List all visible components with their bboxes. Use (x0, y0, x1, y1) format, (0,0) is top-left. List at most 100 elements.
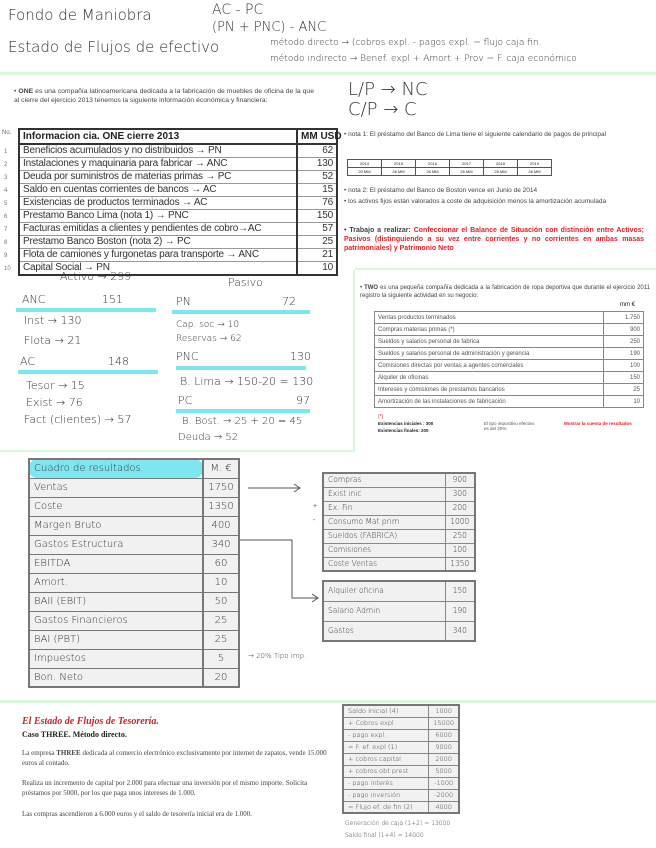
highlight (16, 308, 156, 312)
table-row: Coste Ventas 1350 (322, 556, 476, 572)
row-label: + cobros capital (342, 752, 430, 766)
no-label: No. (2, 130, 12, 136)
row-value: 1.750 (603, 311, 644, 324)
row-value: 340 (202, 534, 240, 555)
resultados-title: Cuadro de resultados (28, 458, 204, 479)
row-number: 8 (4, 240, 8, 246)
nota2: • nota 2: El préstamo del Banco de Bosto… (344, 187, 538, 194)
row-value: -2000 (428, 788, 460, 802)
row-value: 150 (444, 580, 476, 602)
resultados-table: Cuadro de resultados M. € Ventas 1750 Coste… (28, 458, 240, 688)
amount-cell: 26 MM (449, 167, 484, 176)
sign (313, 528, 317, 542)
bbost-line: B. Bost. → 25 + 20 = 45 (182, 416, 303, 427)
table-row: Ex. Fin 200 (322, 500, 476, 516)
amount-cell: 26 MM (517, 167, 552, 176)
table-row: + cobros obt prest 5000 (342, 764, 460, 778)
lima-schedule-table: 2014 2015 2016 2017 2018 2019 20 MM 26 MM 26 MM 2… (347, 159, 552, 176)
row-label: Consumo Mat prim (322, 514, 446, 530)
anc-label: ANC (22, 293, 46, 306)
coste-table: Compras 900 Exist inic 300 Ex. Fin 200 Consumo… (322, 472, 476, 572)
row-value: 2000 (428, 752, 460, 766)
table-row: Bon. Neto 20 (28, 667, 240, 688)
three-title: El Estado de Flujos de Tesorería. (22, 716, 159, 727)
table-row: Deuda por suministros de materias primas… (19, 170, 337, 184)
row-label: Prestamo Banco Lima (nota 1) → PNC (19, 209, 297, 223)
row-label: Instalaciones y maquinaria para fabricar… (19, 157, 297, 171)
table-row: Prestamo Banco Boston (nota 2) → PC 25 (19, 235, 337, 249)
row-value: 200 (444, 500, 476, 516)
year-cell: 2015 (381, 159, 416, 168)
row-label: Saldo en cuentas corrientes de bancos → … (19, 183, 297, 197)
table-row: Instalaciones y maquinaria para fabricar… (19, 157, 337, 171)
year-cell: 2019 (517, 159, 552, 168)
row-label: - pago expl. (342, 728, 430, 742)
row-number: 7 (4, 227, 8, 233)
pnc-value: 130 (290, 350, 311, 363)
table-row: - pago inversión -2000 (342, 788, 460, 802)
intro-text: es una pequeña compañía dedicada a la fa… (360, 285, 650, 299)
table-row: Gastos Financieros 25 (28, 610, 240, 631)
one-table: Informacion cia. ONE cierre 2013 MM USD B… (18, 128, 342, 276)
table-row: Amort. 10 (28, 572, 240, 593)
row-label: Compras materias primas (*) (374, 323, 604, 336)
anc-value: 151 (102, 293, 123, 306)
row-value: 10 (603, 395, 644, 408)
blima-line: B. Lima → 150-20 = 130 (180, 375, 314, 388)
table-row: Gastos 340 (322, 620, 476, 642)
row-label: Saldo Inicial (4) (342, 704, 430, 718)
table-row: Ventas productos terminados 1.750 (374, 311, 644, 324)
table-row: Comisiones directas por ventas a agentes… (374, 359, 644, 372)
row-value: 250 (444, 528, 476, 544)
table-row: Sueldos y salarios personal de fabrica 25… (374, 335, 644, 348)
row-value: 190 (444, 600, 476, 622)
table-row: Exist inic 300 (322, 486, 476, 502)
row-label: Facturas emitidas a clientes y pendiente… (19, 222, 297, 236)
sign (313, 486, 317, 500)
task-label: Trabajo a realizar (349, 227, 409, 234)
row-label: Comisiones (322, 542, 446, 558)
note-branch: método indirecto → Benef. expl + Amort +… (270, 54, 577, 64)
tesor-line: Tesor → 15 (26, 379, 85, 392)
table-row: Facturas emitidas a clientes y pendiente… (19, 222, 337, 236)
table-row: Comisiones 100 (322, 542, 476, 558)
row-value: 1000 (428, 704, 460, 718)
task: • Trabajo a realizar: Confeccionar el Ba… (344, 227, 644, 252)
unit-label: mm € (620, 302, 635, 308)
row-label: Ventas (28, 477, 204, 498)
unit-header: MM USD (296, 129, 342, 145)
three-p1: La empresa THREE dedicada al comercio el… (22, 748, 332, 768)
table-row: Sueldos y salarios personal de administr… (374, 347, 644, 360)
row-value: 25 (202, 610, 240, 631)
row-value: 1750 (202, 477, 240, 498)
note-branch: AC - PC (212, 2, 264, 18)
row-label: Deuda por suministros de materias primas… (19, 170, 297, 184)
row-label: Existencias de productos terminados → AC (19, 196, 297, 210)
row-label: Compras (322, 472, 446, 488)
tax-rate-note: 20% Tipo imp. (256, 652, 307, 660)
row-label: Beneficios acumulados y no distribuidos … (19, 144, 297, 158)
row-label: Ventas productos terminados (374, 311, 604, 324)
row-value: 130 (296, 157, 337, 171)
unit-header: M. € (202, 458, 240, 479)
row-value: 900 (603, 323, 644, 336)
arrows (240, 483, 319, 603)
row-label: Sueldos y salarios personal de administr… (374, 347, 604, 360)
tax-arrow-note: → 20% Tipo imp. (248, 652, 307, 660)
year-cell: 2016 (415, 159, 450, 168)
three-subtitle: Caso THREE. Método directo. (22, 730, 127, 739)
row-value: 4000 (428, 800, 460, 814)
row-value: 50 (202, 591, 240, 612)
footnote-mark: (*) (378, 414, 384, 420)
row-number: 9 (4, 253, 8, 259)
table-row: Compras materias primas (*) 900 (374, 323, 644, 336)
table-row: Existencias de productos terminados → AC… (19, 196, 337, 210)
row-label: Exist inic (322, 486, 446, 502)
nota3-text: los activos fijos están valorados a cost… (348, 198, 607, 205)
table-row: Amortización de las instalaciones de fab… (374, 395, 644, 408)
row-label: Amortización de las instalaciones de fab… (374, 395, 604, 408)
arrow-icon (248, 483, 301, 493)
year-cell: 2018 (483, 159, 518, 168)
divider (0, 700, 656, 703)
table-row: Gastos Estructura 340 (28, 534, 240, 555)
